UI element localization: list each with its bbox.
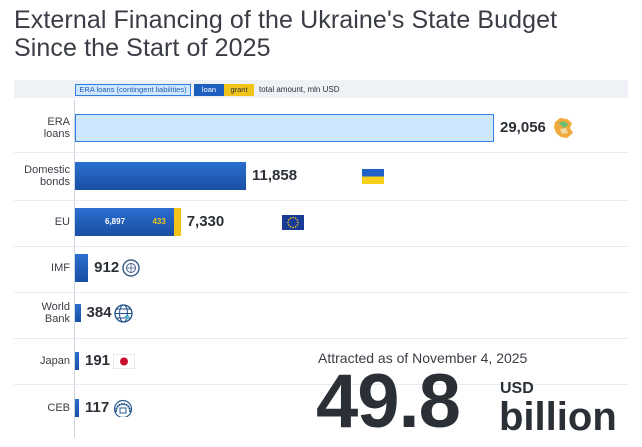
category-label: Japan: [14, 355, 70, 367]
category-axis-line: [74, 100, 75, 438]
row-separator: [14, 246, 628, 247]
imf-seal-icon: [122, 259, 140, 282]
loan-bar: [75, 254, 89, 282]
bar-total-label: 29,056: [500, 119, 546, 136]
category-label: CEB: [14, 402, 70, 414]
bar-total-label: 117: [85, 399, 110, 416]
loan-bar: [75, 304, 81, 322]
category-label-line: ERA: [47, 116, 70, 128]
row-separator: [14, 384, 628, 385]
legend-total-label: total amount, mln USD: [259, 85, 340, 94]
category-label-line: EU: [54, 216, 70, 228]
total-unit: billion: [499, 395, 617, 439]
category-label-line: CEB: [47, 402, 70, 414]
grant-bar: [174, 208, 181, 236]
ceb-logo-icon: [113, 399, 133, 422]
ukraine-flag-icon: [361, 168, 384, 189]
ukraine-map-icon: [552, 116, 574, 145]
legend-loan-swatch: loan: [194, 84, 224, 96]
eu-flag-icon: [281, 214, 304, 235]
category-label-line: bonds: [40, 176, 70, 188]
row-separator: [14, 338, 628, 339]
category-label: IMF: [14, 262, 70, 274]
bar-total-label: 384: [86, 304, 112, 321]
row-separator: [14, 152, 628, 153]
category-label: EU: [14, 216, 70, 228]
loan-bar: [75, 162, 246, 190]
total-currency: USD: [500, 380, 534, 397]
chart-title-line-1: External Financing of the Ukraine's Stat…: [14, 6, 558, 34]
world-bank-globe-icon: [114, 303, 133, 328]
bar-total-label: 7,330: [186, 213, 225, 230]
category-label-line: IMF: [51, 262, 70, 274]
bar-total-label: 11,858: [251, 167, 298, 184]
category-label-line: loans: [43, 128, 70, 140]
attracted-label: Attracted as of November 4, 2025: [318, 350, 528, 366]
row-separator: [14, 292, 628, 293]
legend-grant-swatch: grant: [224, 84, 254, 96]
category-label: ERA loans: [14, 116, 70, 140]
category-label: Domestic bonds: [14, 164, 70, 188]
chart-title-line-2: Since the Start of 2025: [14, 34, 271, 62]
eu-loan-segment-label: 6,897: [105, 217, 126, 226]
japan-flag-icon: [112, 353, 136, 374]
eu-grant-segment-label: 433: [152, 217, 166, 226]
bar-total-label: 191: [85, 352, 111, 369]
row-separator: [14, 200, 628, 201]
category-label-line: Domestic: [24, 164, 70, 176]
era-bar: [75, 114, 494, 142]
loan-bar: [75, 399, 79, 417]
total-amount: 49.8: [316, 359, 461, 444]
chart-title: External Financing of the Ukraine's Stat…: [14, 6, 634, 62]
category-label: World Bank: [14, 301, 70, 325]
bar-total-label: 912: [94, 259, 120, 276]
category-label-line: World: [41, 301, 70, 313]
loan-bar: [75, 352, 79, 370]
category-label-line: Bank: [44, 313, 70, 325]
category-label-line: Japan: [40, 355, 70, 367]
loan-bar: [75, 208, 175, 236]
legend-era-swatch: ERA loans (contingent liabilities): [75, 84, 191, 96]
